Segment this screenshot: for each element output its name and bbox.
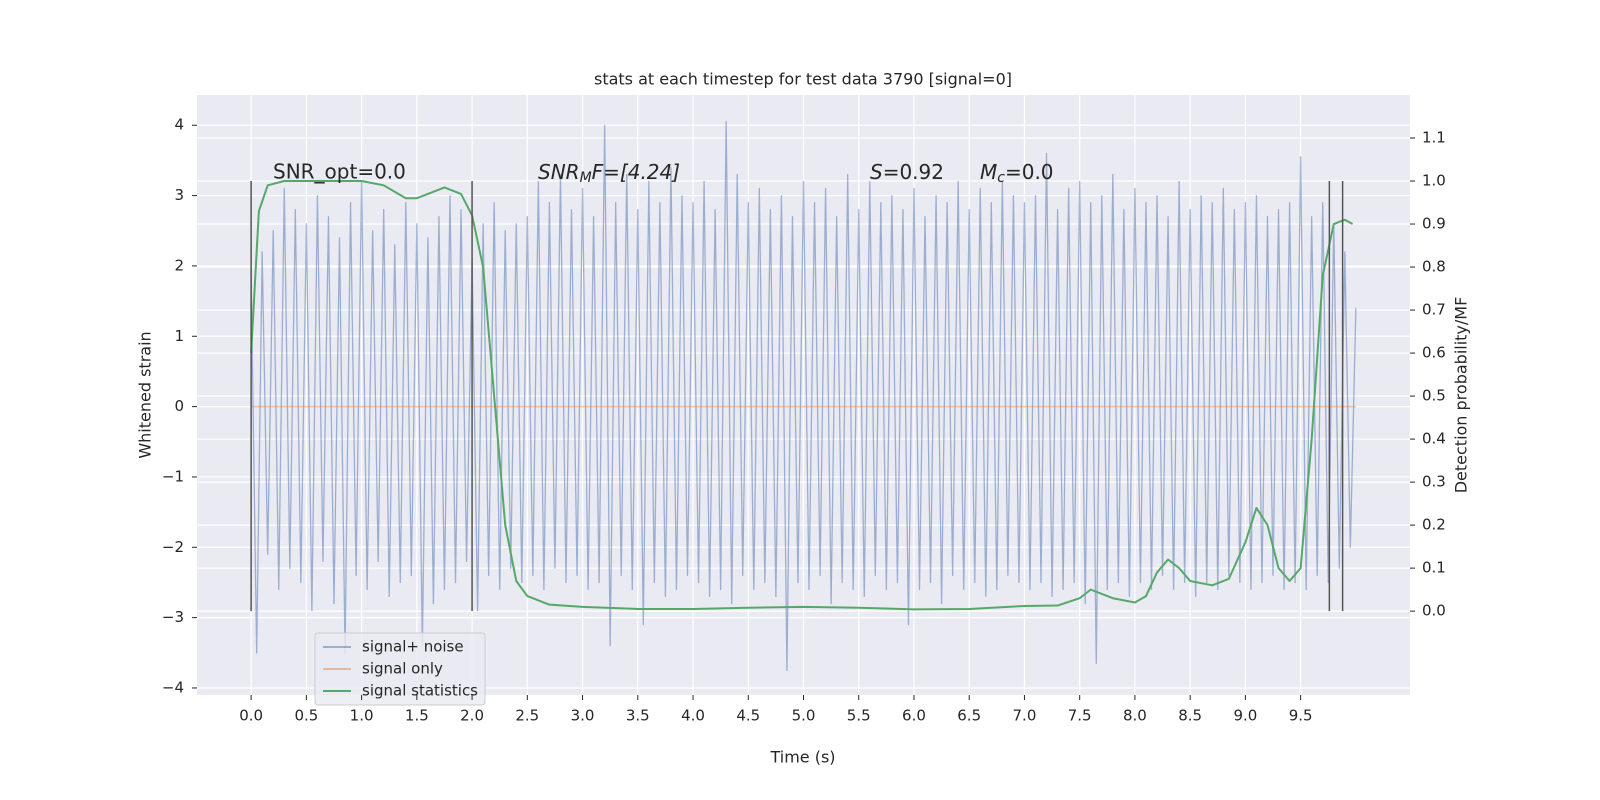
x-tick-label: 2.5 [515,707,539,725]
annotation-part: SNR [538,160,580,184]
x-tick-label: 4.0 [681,707,705,725]
x-tick-label: 0.0 [239,707,263,725]
annotation: SNRMF=[4.24] [538,160,680,187]
y-tick-label: 3 [174,186,184,204]
legend-label: signal+ noise [362,638,464,656]
x-tick-label: 1.5 [405,707,429,725]
y2-tick-label: 0.8 [1422,258,1446,276]
annotation-part: F=[4.24] [592,160,680,184]
y-tick-label: −4 [162,678,184,696]
annotation-part: M [580,170,592,186]
legend: signal+ noise signal only signal statistic… [314,632,486,706]
y-tick-label: −3 [162,608,184,626]
y2-axis-label: Detection probability/MF [1452,297,1471,494]
x-tick-label: 6.5 [957,707,981,725]
y2-tick-label: 1.0 [1422,172,1446,190]
y2-tick-label: 0.5 [1422,387,1446,405]
series-line [250,121,1357,672]
x-tick-label: 3.0 [571,707,595,725]
y2-tick-label: 0.2 [1422,516,1446,534]
annotation: SNR_opt=0.0 [273,160,406,184]
x-tick-label: 3.5 [626,707,650,725]
x-tick-label: 6.0 [902,707,926,725]
annotation-part: c [997,170,1005,186]
x-tick-label: 1.0 [350,707,374,725]
y2-tick-label: 0.6 [1422,344,1446,362]
legend-label: signal statistics [362,682,478,700]
x-tick-label: 8.5 [1178,707,1202,725]
x-tick-label: 4.5 [736,707,760,725]
y2-tick-label: 0.9 [1422,215,1446,233]
x-tick-label: 2.0 [460,707,484,725]
y-tick-label: 4 [174,116,184,134]
x-tick-label: 8.0 [1123,707,1147,725]
x-tick-label: 9.5 [1289,707,1313,725]
legend-label: signal only [362,660,443,678]
x-tick-label: 5.5 [847,707,871,725]
y-axis-label: Whitened strain [136,331,155,458]
x-tick-label: 7.5 [1068,707,1092,725]
annotation-part: =0.92 [883,160,944,184]
marks [250,121,1357,672]
annotation-part: M [980,160,997,184]
y-tick-label: 0 [174,397,184,415]
y2-tick-label: 0.0 [1422,602,1446,620]
chart-title: stats at each timestep for test data 379… [594,70,1012,89]
y2-tick-label: 0.7 [1422,301,1446,319]
y2-tick-label: 0.1 [1422,559,1446,577]
legend-box [314,632,486,706]
y-tick-label: −2 [162,538,184,556]
y-tick-label: 1 [174,327,184,345]
series-line [250,180,1354,611]
annotation: S=0.92 [870,160,944,184]
y-tick-label: −1 [162,467,184,485]
x-tick-label: 0.5 [294,707,318,725]
annotation-part: S [870,160,883,184]
y2-tick-label: 1.1 [1422,129,1446,147]
y2-tick-label: 0.3 [1422,473,1446,491]
x-tick-label: 9.0 [1233,707,1257,725]
y2-tick-label: 0.4 [1422,430,1446,448]
x-tick-label: 7.0 [1013,707,1037,725]
x-axis-label: Time (s) [769,748,835,767]
y-tick-label: 2 [174,256,184,274]
x-tick-label: 5.0 [792,707,816,725]
annotation: Mc=0.0 [980,160,1054,187]
annotation-part: =0.0 [1005,160,1054,184]
